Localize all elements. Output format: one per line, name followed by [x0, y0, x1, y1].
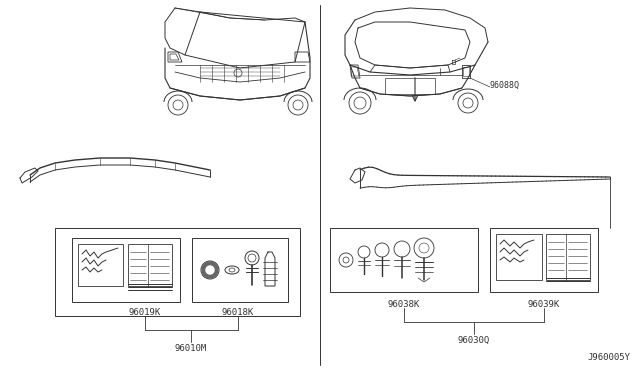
Text: 96039K: 96039K [528, 300, 560, 309]
Circle shape [206, 266, 214, 274]
Bar [192, 238, 288, 302]
Bar [330, 228, 478, 292]
Bar [496, 234, 542, 280]
Text: 96030Q: 96030Q [458, 336, 490, 345]
Text: 96019K: 96019K [129, 308, 161, 317]
Text: 96010M: 96010M [175, 344, 207, 353]
Bar [385, 78, 435, 94]
Text: J960005Y: J960005Y [587, 353, 630, 362]
Bar [490, 228, 598, 292]
Circle shape [202, 262, 218, 278]
Text: 96018K: 96018K [222, 308, 254, 317]
Bar [55, 228, 300, 316]
Bar [72, 238, 180, 302]
Bar [546, 234, 590, 280]
Text: 96088Q: 96088Q [490, 80, 520, 90]
Bar [78, 244, 123, 286]
Text: 96038K: 96038K [388, 300, 420, 309]
Bar [128, 244, 172, 286]
